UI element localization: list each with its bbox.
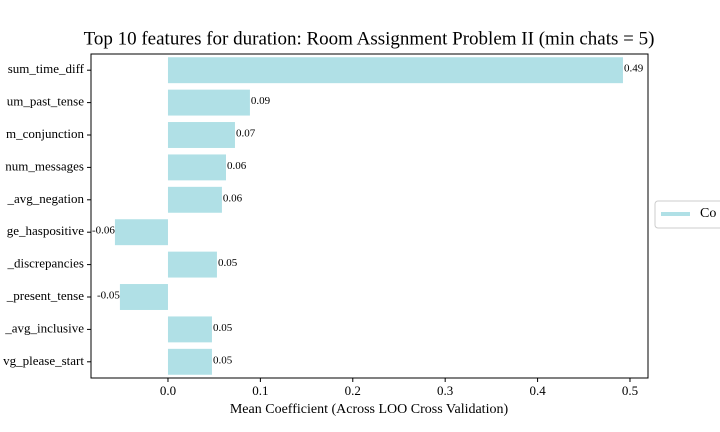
bar	[167, 251, 217, 278]
bar	[167, 89, 250, 116]
value-label: 0.05	[213, 322, 233, 334]
bar	[167, 154, 226, 181]
bar	[167, 122, 235, 148]
y-tick-label: _avg_negation	[6, 191, 84, 206]
y-tick-label: _discrepancies	[6, 256, 84, 271]
y-tick-label: m_conjunction	[6, 126, 84, 141]
value-label: 0.05	[213, 354, 233, 366]
bar	[114, 219, 168, 246]
bar	[167, 57, 623, 84]
value-label: -0.06	[92, 225, 115, 237]
x-tick-label: 0.3	[437, 383, 453, 398]
bar	[119, 284, 168, 310]
value-label: 0.07	[236, 128, 256, 140]
value-label: -0.05	[97, 290, 120, 302]
value-label: 0.06	[223, 192, 243, 204]
y-tick-label: um_past_tense	[7, 94, 84, 109]
value-label: 0.09	[251, 95, 271, 107]
x-axis-label: Mean Coefficient (Across LOO Cross Valid…	[230, 402, 509, 417]
chart-title: Top 10 features for duration: Room Assig…	[84, 28, 655, 49]
y-tick-label: _avg_inclusive	[4, 320, 84, 335]
value-label: 0.49	[624, 63, 644, 75]
x-tick-label: 0.4	[529, 383, 546, 398]
y-tick-label: ge_haspositive	[7, 223, 84, 238]
legend-label: Co	[700, 206, 716, 221]
plot-frame	[90, 53, 649, 379]
x-tick-label: 0.1	[252, 383, 268, 398]
bar	[167, 348, 212, 375]
x-tick-label: 0.5	[622, 383, 638, 398]
value-label: 0.05	[218, 257, 238, 269]
bar	[167, 316, 212, 343]
x-tick-label: 0.2	[345, 383, 361, 398]
y-tick-label: vg_please_start	[3, 353, 84, 368]
value-label: 0.06	[227, 160, 247, 172]
y-tick-label: sum_time_diff	[8, 61, 85, 76]
x-tick-label: 0.0	[160, 383, 176, 398]
y-tick-label: num_messages	[5, 158, 84, 173]
bar	[167, 186, 222, 213]
y-tick-label: _present_tense	[6, 288, 84, 303]
